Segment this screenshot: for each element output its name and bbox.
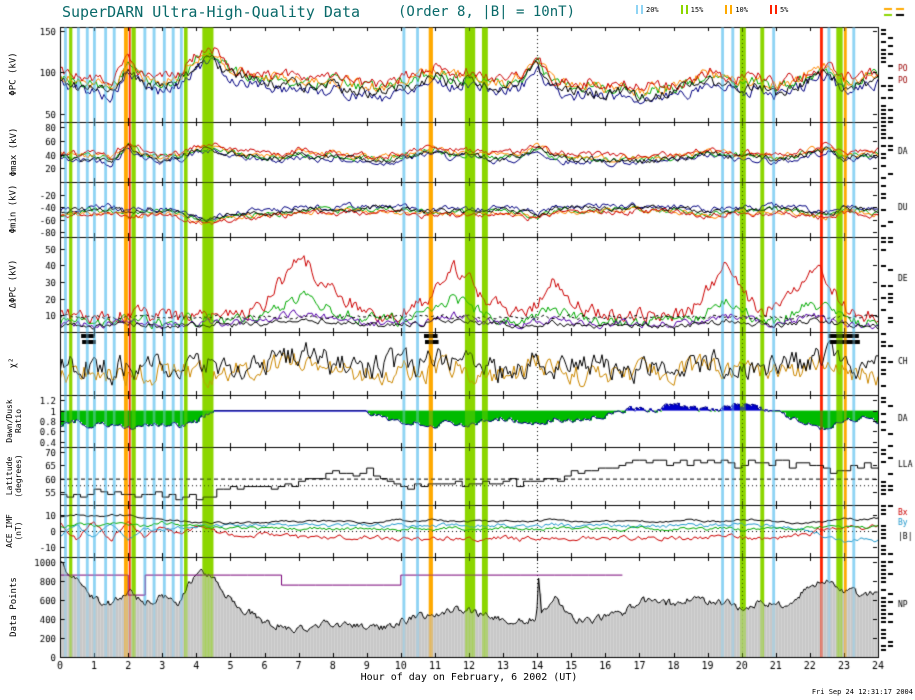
- ylabel-delta-phi: ΔΦPC (kV): [8, 259, 19, 309]
- ylabel-latitude: Latitude (degrees): [4, 454, 23, 498]
- ylabel-chi2: χ²: [8, 357, 19, 369]
- ylabel-phi-min: Φmin (kV): [8, 184, 19, 234]
- page-subtitle: (Order 8, |B| = 10nT): [398, 4, 576, 20]
- legend-swatch: [685, 5, 688, 14]
- legend-label: 5%: [779, 5, 789, 14]
- timestamp: Fri Sep 24 12:31:17 2004: [811, 688, 913, 696]
- legend-swatch: [725, 5, 728, 14]
- ylabel-phi-max: Φmax (kV): [8, 127, 19, 177]
- legend-swatch: [730, 5, 733, 14]
- legend-item: 15%: [680, 5, 704, 14]
- ylabel-phi-pc: ΦPC (kV): [8, 52, 19, 96]
- legend-label: 10%: [735, 5, 748, 14]
- ylabel-ace-imf: ACE IMF (nT): [4, 514, 23, 548]
- legend-item: 20%: [636, 5, 659, 14]
- legend-swatch: [769, 5, 772, 14]
- ylabel-data-points: Data Points: [8, 577, 19, 637]
- legend-swatch: [774, 5, 777, 14]
- legend-swatch: [680, 5, 683, 14]
- quality-legend: 20% 15% 10% 5%: [636, 5, 788, 14]
- legend-label: 15%: [690, 5, 704, 14]
- ylabel-ratio: Dawn/Dusk Ratio: [4, 399, 23, 443]
- legend-label: 20%: [646, 5, 659, 14]
- legend-swatch: [636, 5, 638, 14]
- legend-swatch: [641, 5, 643, 14]
- x-axis-title: Hour of day on February, 6 2002 (UT): [360, 672, 578, 683]
- legend-item: 10%: [725, 5, 748, 14]
- page-title: SuperDARN Ultra-High-Quality Data: [62, 3, 361, 21]
- legend-item: 5%: [769, 5, 789, 14]
